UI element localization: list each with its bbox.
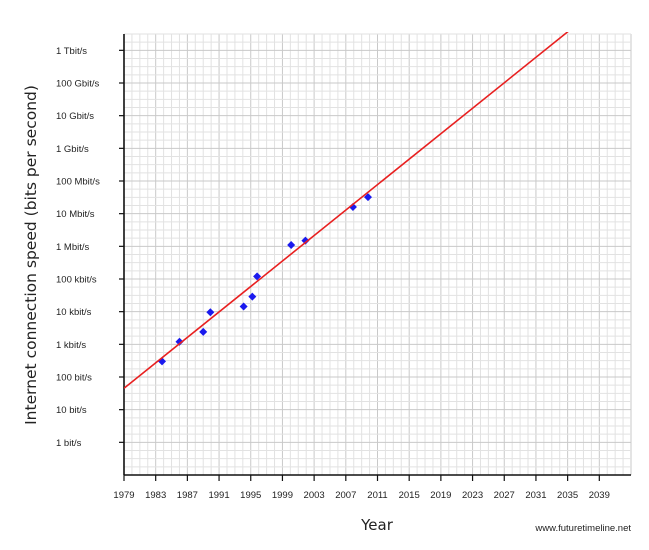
- x-tick-label: 2031: [525, 490, 546, 501]
- data-point: [287, 240, 296, 249]
- x-tick-label: 1979: [113, 490, 134, 501]
- x-tick-label: 2035: [557, 490, 578, 501]
- y-tick-label: 1 Gbit/s: [56, 144, 89, 155]
- trend-line: [124, 32, 569, 389]
- data-point: [199, 327, 208, 336]
- y-tick-label: 100 bit/s: [56, 373, 92, 384]
- x-tick-label: 2007: [335, 490, 356, 501]
- y-tick-label: 10 bit/s: [56, 405, 87, 416]
- x-tick-label: 2023: [462, 490, 483, 501]
- y-tick-label: 1 Mbit/s: [56, 242, 90, 253]
- y-tick-label: 100 kbit/s: [56, 275, 97, 286]
- x-tick-label: 2003: [304, 490, 325, 501]
- data-point: [301, 236, 310, 245]
- x-tick-label: 1983: [145, 490, 166, 501]
- y-tick-label: 1 Tbit/s: [56, 46, 87, 57]
- y-tick-label: 100 Mbit/s: [56, 177, 100, 188]
- data-point: [206, 308, 215, 317]
- x-tick-label: 1995: [240, 490, 261, 501]
- y-axis-title: Internet connection speed (bits per seco…: [22, 85, 40, 425]
- y-tick-label: 100 Gbit/s: [56, 79, 100, 90]
- x-tick-label: 1991: [208, 490, 229, 501]
- x-tick-label: 2027: [494, 490, 515, 501]
- y-tick-label: 10 Gbit/s: [56, 111, 94, 122]
- x-axis-ticks: 1979 1983 1987 1991 1995 1999 2003 2007 2011 2015…: [113, 475, 610, 501]
- data-point: [175, 337, 184, 346]
- y-tick-label: 1 kbit/s: [56, 340, 86, 351]
- x-tick-label: 2019: [430, 490, 451, 501]
- y-tick-label: 10 kbit/s: [56, 307, 92, 318]
- credit-text: www.futuretimeline.net: [534, 523, 631, 534]
- y-axis-ticks: 1 bit/s 10 bit/s 100 bit/s 1 kbit/s 10 kbit/…: [56, 46, 124, 449]
- x-axis-title: Year: [360, 516, 394, 534]
- x-tick-label: 2015: [399, 490, 420, 501]
- data-point: [239, 302, 248, 311]
- y-tick-label: 10 Mbit/s: [56, 209, 95, 220]
- data-point: [363, 193, 372, 202]
- data-point: [253, 272, 262, 281]
- data-point: [248, 292, 257, 301]
- series-layer: [124, 32, 569, 389]
- y-tick-label: 1 bit/s: [56, 438, 82, 449]
- grid: [124, 33, 632, 476]
- x-tick-label: 1987: [177, 490, 198, 501]
- x-tick-label: 2011: [367, 490, 387, 501]
- x-tick-label: 2039: [589, 490, 610, 501]
- x-tick-label: 1999: [272, 490, 293, 501]
